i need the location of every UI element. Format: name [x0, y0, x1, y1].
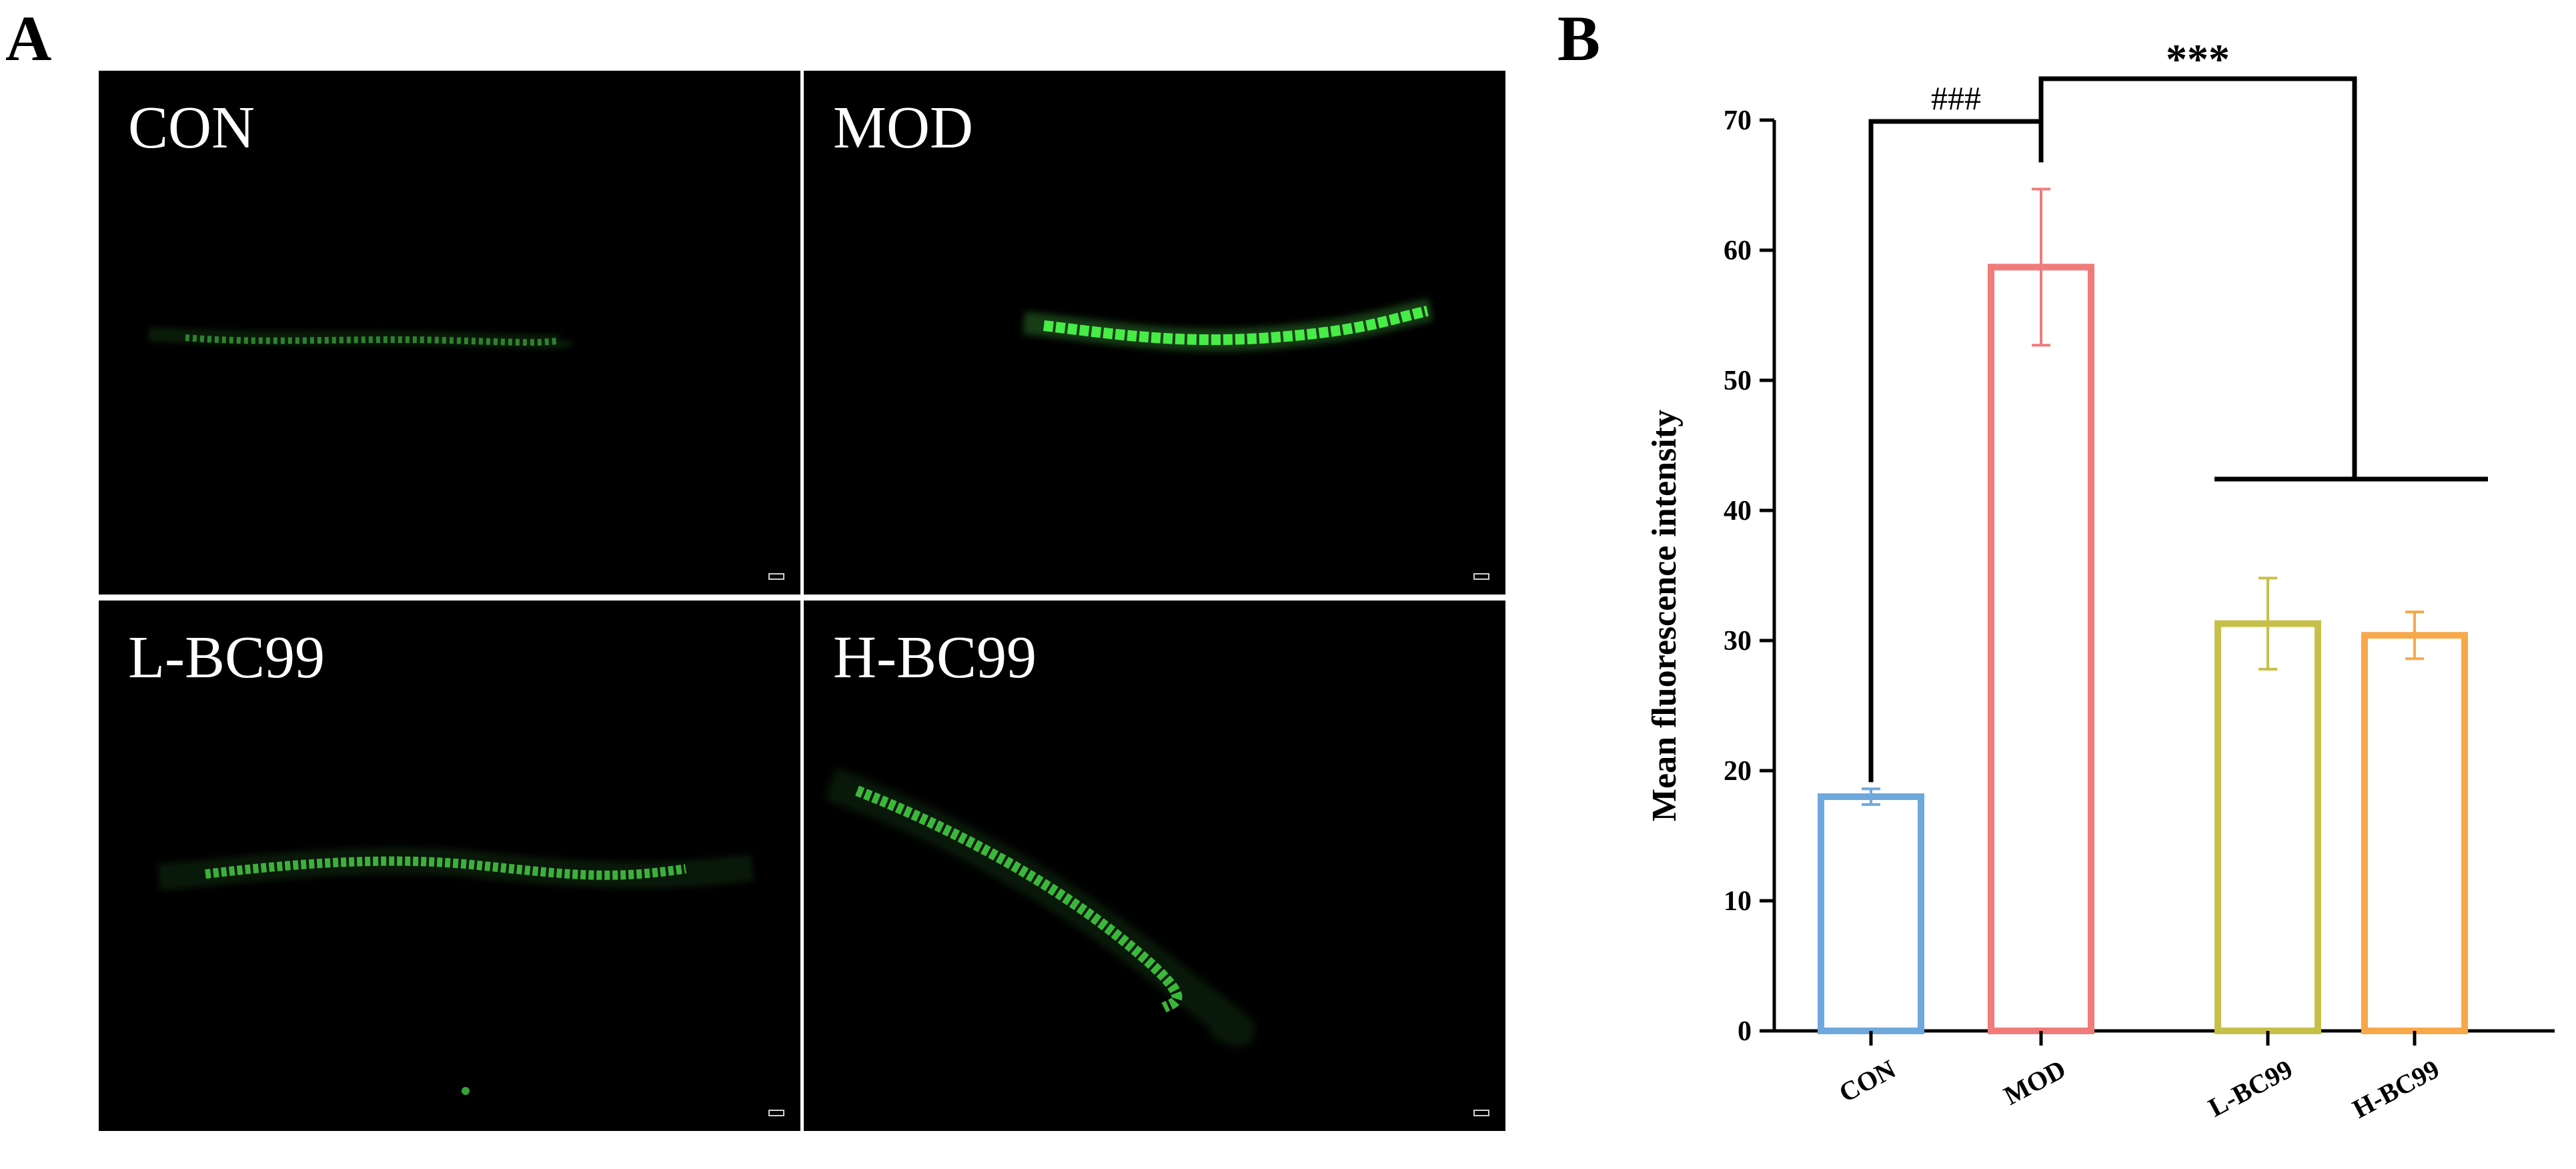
x-tick-label-con: CON — [1834, 1054, 1901, 1108]
worm-con-image — [148, 327, 573, 350]
micrograph-label-h-bc99: H-BC99 — [833, 625, 1037, 691]
y-tick-label: 50 — [1724, 366, 1752, 396]
significance-label-stars: *** — [2166, 35, 2230, 83]
micrograph-mod: MOD — [804, 71, 1505, 595]
y-tick-label: 10 — [1724, 886, 1752, 917]
micrograph-l-bc99: L-BC99 — [99, 601, 800, 1131]
panel-b-letter: B — [1557, 3, 1601, 74]
micrograph-label-con: CON — [128, 95, 255, 161]
worm-mod-image — [1023, 298, 1433, 352]
scale-bar — [768, 573, 784, 580]
x-tick-label-h-bc99: H-BC99 — [2347, 1054, 2444, 1124]
significance-label-hash: ### — [1931, 79, 1981, 117]
y-tick-label: 30 — [1724, 626, 1752, 657]
bracket-mod-treatments — [2038, 76, 2357, 479]
panel-a-letter: A — [5, 3, 52, 74]
x-tick-label-mod: MOD — [1999, 1054, 2070, 1111]
micrograph-label-mod: MOD — [833, 95, 974, 161]
x-tick-label-l-bc99: L-BC99 — [2203, 1054, 2297, 1122]
worm-l-bc99-image — [157, 847, 754, 1095]
bar-con — [1818, 793, 1924, 1034]
micrograph-label-l-bc99: L-BC99 — [128, 625, 326, 691]
y-tick-label: 70 — [1724, 105, 1752, 136]
micrograph-h-bc99: H-BC99 — [804, 601, 1505, 1131]
y-tick-label: 20 — [1724, 756, 1752, 787]
scale-bar — [768, 1110, 784, 1116]
scale-bar — [1473, 573, 1489, 580]
chart-layer: 0 10 20 30 40 50 60 70 Mean fluorescence intensi… — [1646, 35, 2555, 1124]
micrograph-con: CON — [99, 71, 800, 595]
scale-bar — [1473, 1110, 1489, 1116]
bar-l-bc99 — [2214, 620, 2321, 1034]
worm-h-bc99-image — [824, 768, 1255, 1048]
y-axis-label: Mean fluorescence intensity — [1646, 410, 1684, 821]
bar-mod — [1988, 264, 2094, 1035]
y-tick-label: 0 — [1738, 1016, 1752, 1047]
bar-h-bc99 — [2361, 632, 2468, 1034]
bracket-con-mod — [1868, 119, 2044, 783]
y-tick-label: 60 — [1724, 236, 1752, 266]
y-tick-label: 40 — [1724, 496, 1752, 526]
